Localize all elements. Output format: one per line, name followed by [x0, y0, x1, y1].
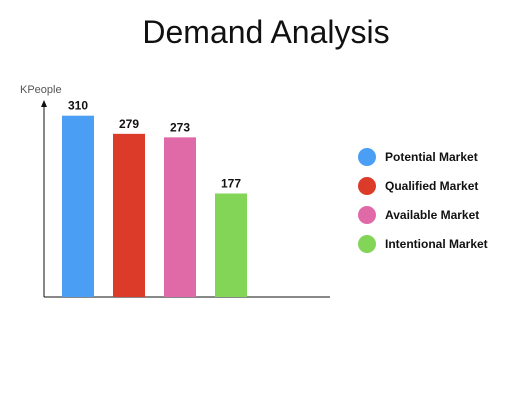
data-labels: 310 279 273 177 [68, 99, 241, 191]
data-label-3: 273 [170, 120, 190, 134]
legend: Potential Market Qualified Market Availabl… [358, 148, 488, 253]
bar-1 [62, 115, 94, 298]
legend-swatch-2 [358, 177, 376, 195]
y-axis-label: KPeople [20, 84, 62, 96]
legend-label-4: Intentional Market [385, 237, 488, 251]
data-label-4: 177 [221, 176, 241, 190]
data-label-1: 310 [68, 99, 88, 113]
legend-label-3: Available Market [385, 208, 479, 222]
legend-swatch-4 [358, 235, 376, 253]
data-label-2: 279 [119, 117, 139, 131]
y-axis-arrow [41, 100, 47, 107]
legend-swatch-1 [358, 148, 376, 166]
bars [62, 115, 247, 298]
legend-label-1: Potential Market [385, 150, 478, 164]
bar-3 [164, 137, 196, 297]
legend-label-2: Qualified Market [385, 179, 478, 193]
bar-2 [113, 133, 145, 297]
bar-4 [215, 193, 247, 297]
chart-title: Demand Analysis [142, 14, 390, 50]
legend-swatch-3 [358, 206, 376, 224]
